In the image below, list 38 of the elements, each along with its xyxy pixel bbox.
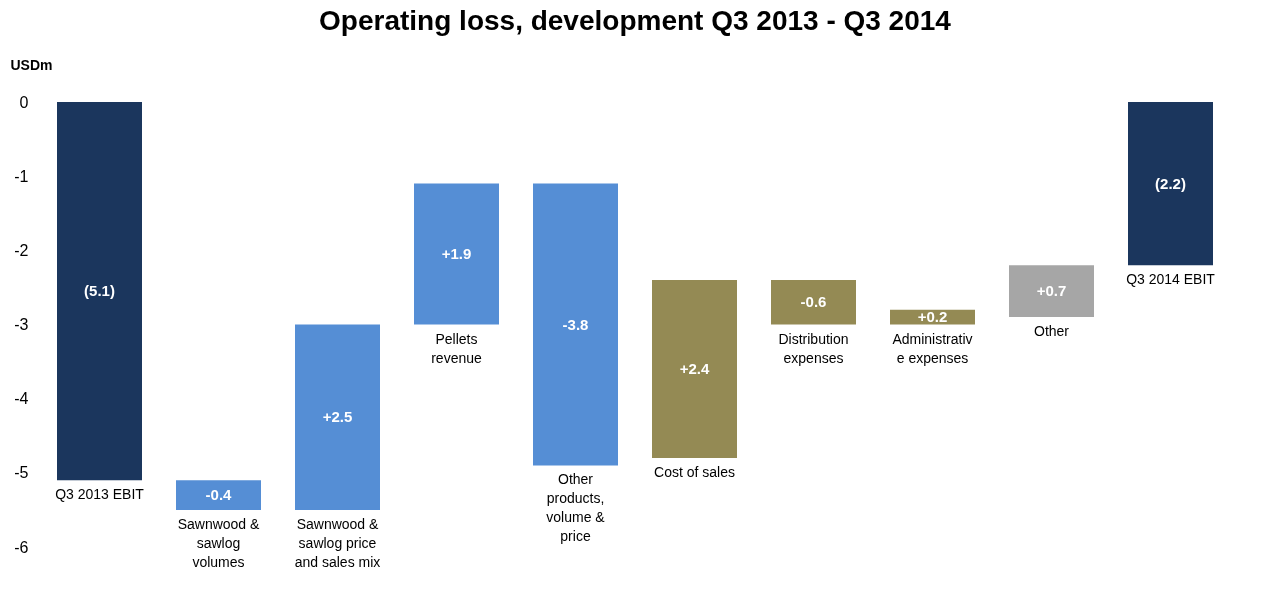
x-tick-label: Other — [1033, 323, 1070, 340]
y-tick-label: -2 — [14, 241, 29, 259]
x-tick-label: Q3 2013 EBIT — [55, 486, 145, 503]
y-tick-label: -5 — [14, 464, 29, 482]
data-label: (2.2) — [1155, 174, 1186, 192]
bar — [1128, 102, 1213, 266]
y-tick-label: -3 — [14, 316, 29, 333]
x-tick-label: Cost of sales — [654, 464, 735, 480]
bar — [652, 280, 737, 458]
data-label: +1.9 — [441, 245, 472, 263]
x-tick-label: Q3 2014 EBIT — [1126, 271, 1216, 288]
y-tick-label: -4 — [14, 390, 29, 408]
bar — [57, 102, 142, 481]
data-label: (5.1) — [84, 282, 115, 300]
y-tick-label: -1 — [14, 167, 29, 185]
data-label: +2.4 — [679, 360, 710, 377]
x-tick-label: Distribution expenses — [778, 330, 849, 366]
x-tick-label: Sawnwood & sawlog volumes — [177, 515, 261, 570]
x-tick-label: Sawnwood & sawlog price and sales mix — [294, 515, 381, 570]
bar — [533, 183, 618, 466]
data-label: +0.2 — [917, 308, 948, 326]
data-label: -0.4 — [205, 486, 233, 504]
x-tick-label: Pellets revenue — [431, 330, 483, 366]
data-label: +2.5 — [322, 408, 353, 426]
bar — [771, 280, 856, 325]
y-axis-title: USDm — [10, 56, 53, 73]
data-label: -3.8 — [562, 315, 589, 333]
y-tick-label: -6 — [14, 538, 29, 556]
data-label: -0.6 — [800, 293, 827, 311]
bar — [176, 480, 261, 510]
bar — [414, 183, 499, 325]
bar — [1009, 265, 1094, 318]
data-label: +0.7 — [1036, 282, 1067, 300]
y-tick-label: 0 — [19, 93, 29, 111]
x-tick-label: Administrative expenses — [892, 330, 973, 366]
x-tick-label: Other products, volume & price — [546, 471, 606, 545]
chart-title: Operating loss, development Q3 2013 - Q3 2014 — [319, 5, 952, 36]
bar — [295, 324, 380, 510]
